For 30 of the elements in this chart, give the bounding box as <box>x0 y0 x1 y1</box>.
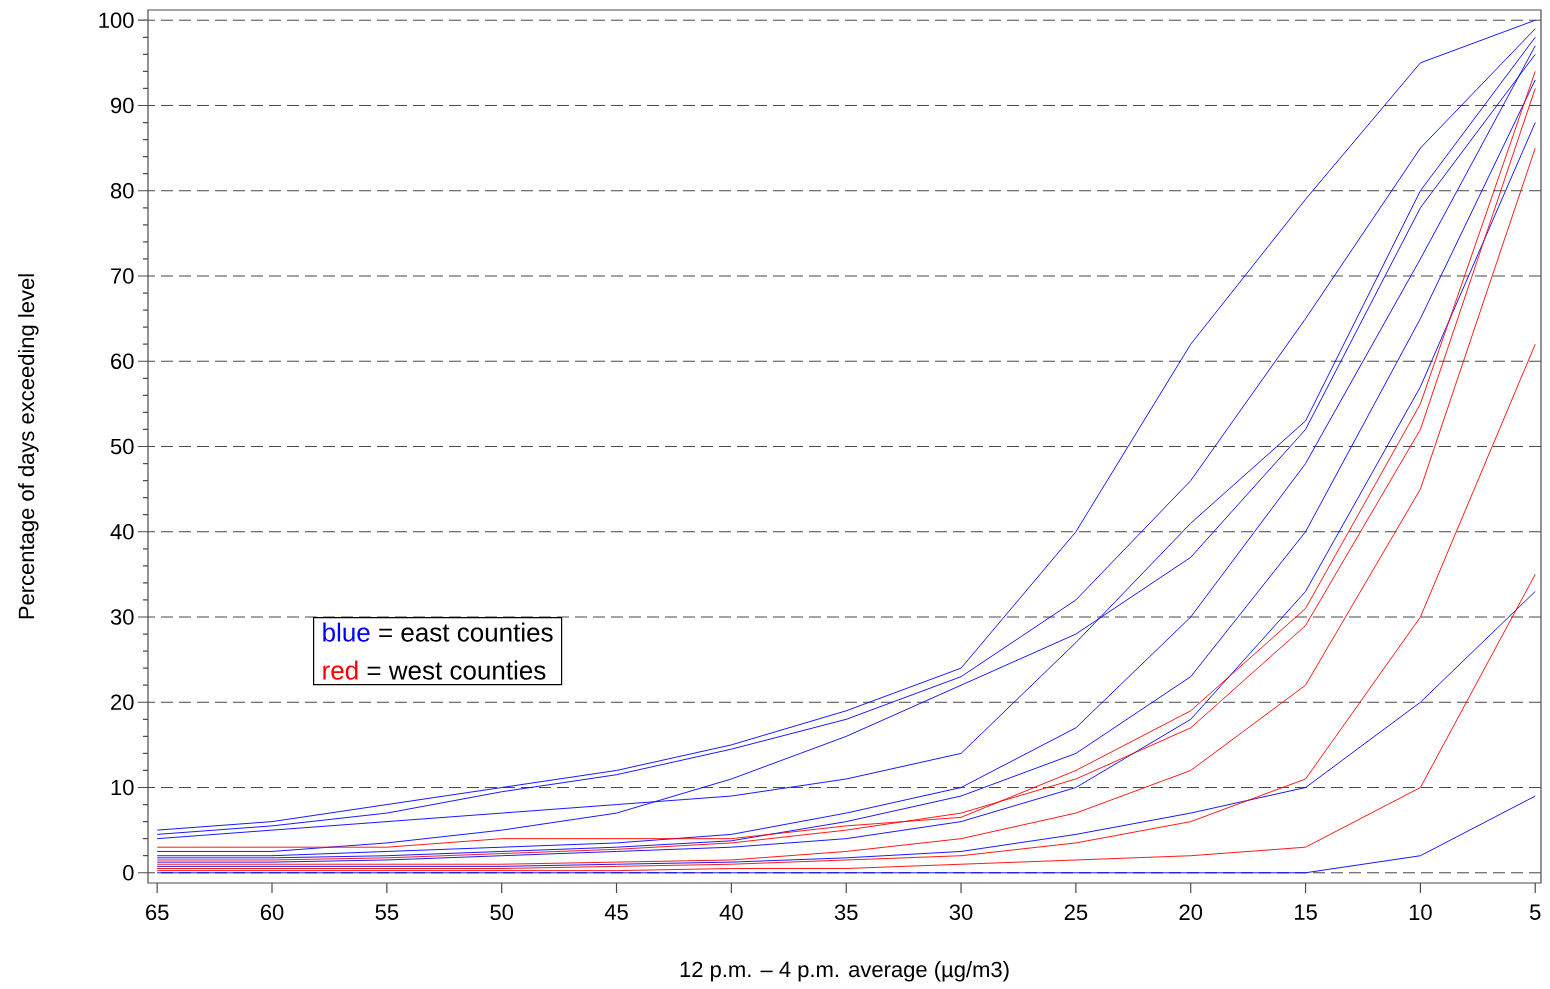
x-tick-label: 20 <box>1179 904 1203 921</box>
x-tick-label: 30 <box>949 904 973 921</box>
x-tick-label: 25 <box>1064 904 1088 921</box>
y-tick-label: 90 <box>111 97 134 114</box>
x-tick-label: 15 <box>1295 904 1317 920</box>
annotation: blue <box>323 622 370 642</box>
x-tick-label: 55 <box>375 904 399 920</box>
y-tick-label: 60 <box>111 353 134 370</box>
x-tick-label: 50 <box>490 904 514 921</box>
y-tick-label: 70 <box>111 268 134 284</box>
x-tick-label: 60 <box>260 904 284 921</box>
y-tick-label: 40 <box>110 523 134 540</box>
x-tick-label: 5 <box>1530 904 1541 920</box>
y-tick-label: 30 <box>110 609 134 625</box>
y-tick-label: 50 <box>110 438 134 455</box>
x-tick-label: 65 <box>146 904 169 921</box>
annotation: red <box>323 660 358 680</box>
y-axis-title: Percentage of days exceeding level <box>18 274 39 619</box>
y-tick-label: 80 <box>110 182 134 199</box>
annotation: = west counties <box>367 660 546 680</box>
x-axis-title: 12 p.m. – 4 p.m. average (µg/m3) <box>680 961 1009 982</box>
annotation: = east counties <box>379 622 553 642</box>
x-tick-label: 40 <box>719 904 743 921</box>
y-tick-label: 10 <box>111 779 134 796</box>
y-tick-label: 0 <box>123 864 134 881</box>
y-tick-label: 100 <box>99 12 134 29</box>
x-tick-label: 10 <box>1409 904 1432 921</box>
x-tick-label: 35 <box>834 904 858 921</box>
y-tick-label: 20 <box>111 694 134 711</box>
x-tick-label: 45 <box>604 904 628 920</box>
